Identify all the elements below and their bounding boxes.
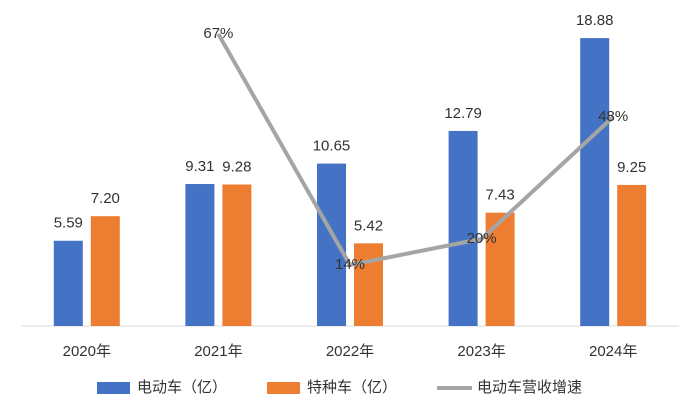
bar-value-label: 7.20 bbox=[91, 190, 120, 207]
bar-value-label: 9.31 bbox=[185, 158, 214, 175]
bar-value-label: 9.28 bbox=[222, 158, 251, 175]
bar bbox=[617, 184, 647, 326]
legend-swatch bbox=[97, 382, 130, 394]
bar bbox=[222, 184, 252, 326]
line-value-label: 48% bbox=[598, 108, 628, 125]
line-value-label: 67% bbox=[203, 25, 233, 42]
x-tick-label: 2022年 bbox=[326, 343, 374, 360]
bar bbox=[317, 163, 346, 326]
bar bbox=[448, 130, 478, 326]
bar-value-label: 10.65 bbox=[313, 138, 351, 155]
line-value-label: 20% bbox=[467, 230, 497, 247]
x-tick-label: 2023年 bbox=[457, 343, 505, 360]
bar bbox=[354, 243, 383, 326]
legend-swatch bbox=[267, 382, 301, 394]
bar bbox=[53, 240, 83, 326]
legend-label: 电动车营收增速 bbox=[477, 379, 582, 396]
bar-value-label: 5.59 bbox=[54, 215, 83, 232]
x-tick-label: 2024年 bbox=[589, 343, 637, 360]
legend-label: 电动车（亿） bbox=[137, 379, 227, 396]
x-tick-label: 2021年 bbox=[194, 343, 242, 360]
line-value-label: 14% bbox=[335, 256, 365, 273]
bar bbox=[580, 38, 610, 326]
bar bbox=[90, 216, 120, 326]
bar-value-label: 7.43 bbox=[485, 187, 514, 204]
line bbox=[216, 33, 615, 267]
bar-value-label: 12.79 bbox=[444, 105, 482, 122]
bar bbox=[185, 184, 215, 326]
bar-value-label: 5.42 bbox=[354, 217, 383, 234]
legend-label: 特种车（亿） bbox=[307, 379, 397, 396]
x-tick-label: 2020年 bbox=[63, 343, 111, 360]
bar-value-label: 18.88 bbox=[576, 12, 614, 29]
bar-value-label: 9.25 bbox=[617, 159, 646, 176]
